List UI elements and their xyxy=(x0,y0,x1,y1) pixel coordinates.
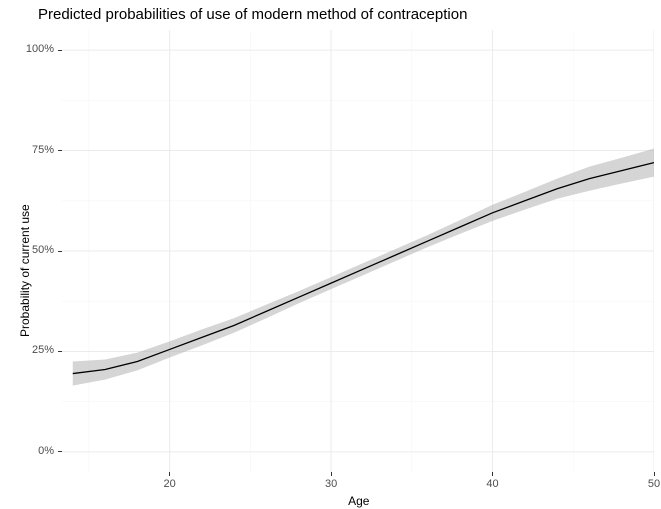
x-tick-label: 40 xyxy=(473,478,513,490)
y-tick-label: 50% xyxy=(0,244,54,256)
y-tick-label: 75% xyxy=(0,144,54,156)
y-tick-mark xyxy=(58,251,62,252)
y-tick-mark xyxy=(58,451,62,452)
x-axis-label: Age xyxy=(348,494,369,508)
y-tick-label: 100% xyxy=(0,43,54,55)
y-tick-label: 25% xyxy=(0,344,54,356)
y-tick-label: 0% xyxy=(0,445,54,457)
figure: Predicted probabilities of use of modern… xyxy=(0,0,661,509)
x-tick-mark xyxy=(331,472,332,476)
y-axis-label: Probability of current use xyxy=(18,204,32,337)
plot-area xyxy=(62,30,654,472)
y-tick-mark xyxy=(58,351,62,352)
x-tick-label: 30 xyxy=(311,478,351,490)
x-tick-label: 20 xyxy=(150,478,190,490)
x-tick-mark xyxy=(654,472,655,476)
plot-svg xyxy=(62,30,654,472)
x-tick-mark xyxy=(492,472,493,476)
chart-title: Predicted probabilities of use of modern… xyxy=(38,6,467,23)
y-tick-mark xyxy=(58,50,62,51)
y-tick-mark xyxy=(58,150,62,151)
x-tick-mark xyxy=(169,472,170,476)
x-tick-label: 50 xyxy=(634,478,661,490)
